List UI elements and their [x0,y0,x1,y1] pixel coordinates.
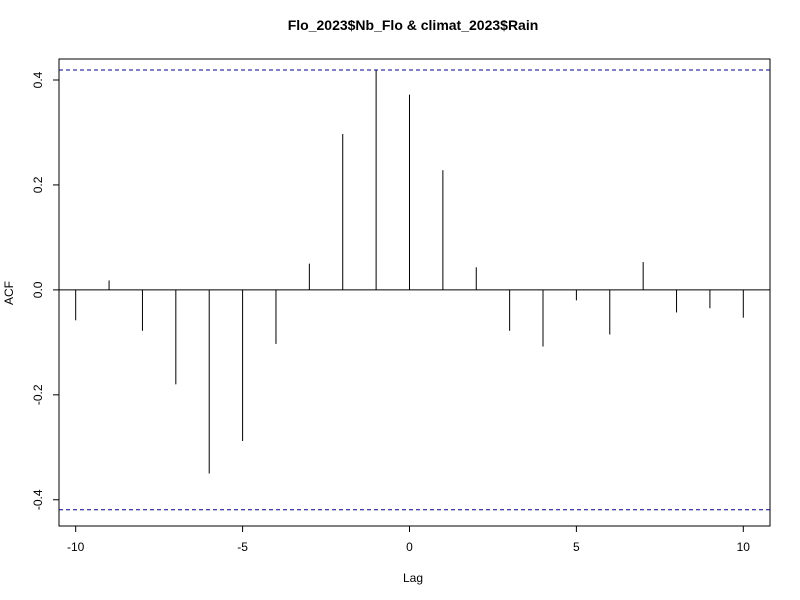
y-tick-label: -0.4 [31,489,45,510]
y-axis-label: ACF [2,281,16,305]
chart-title: Flo_2023$Nb_Flo & climat_2023$Rain [288,17,539,33]
reference-lines [59,69,770,511]
x-tick-label: 5 [573,540,580,554]
plot-frame [58,58,771,527]
x-tick-label: 10 [737,540,751,554]
x-axis-label: Lag [403,571,423,585]
y-tick-label: 0.0 [31,281,45,298]
axis-ticks: -10 -5 0 5 10 -0.4 -0.2 0.0 0.2 0.4 [31,71,750,554]
x-tick-label: 0 [406,540,413,554]
x-tick-label: -5 [237,540,248,554]
y-tick-label: 0.4 [31,71,45,88]
y-tick-label: 0.2 [31,176,45,193]
x-tick-label: -10 [67,540,85,554]
y-tick-label: -0.2 [31,384,45,405]
acf-bars [75,69,744,474]
